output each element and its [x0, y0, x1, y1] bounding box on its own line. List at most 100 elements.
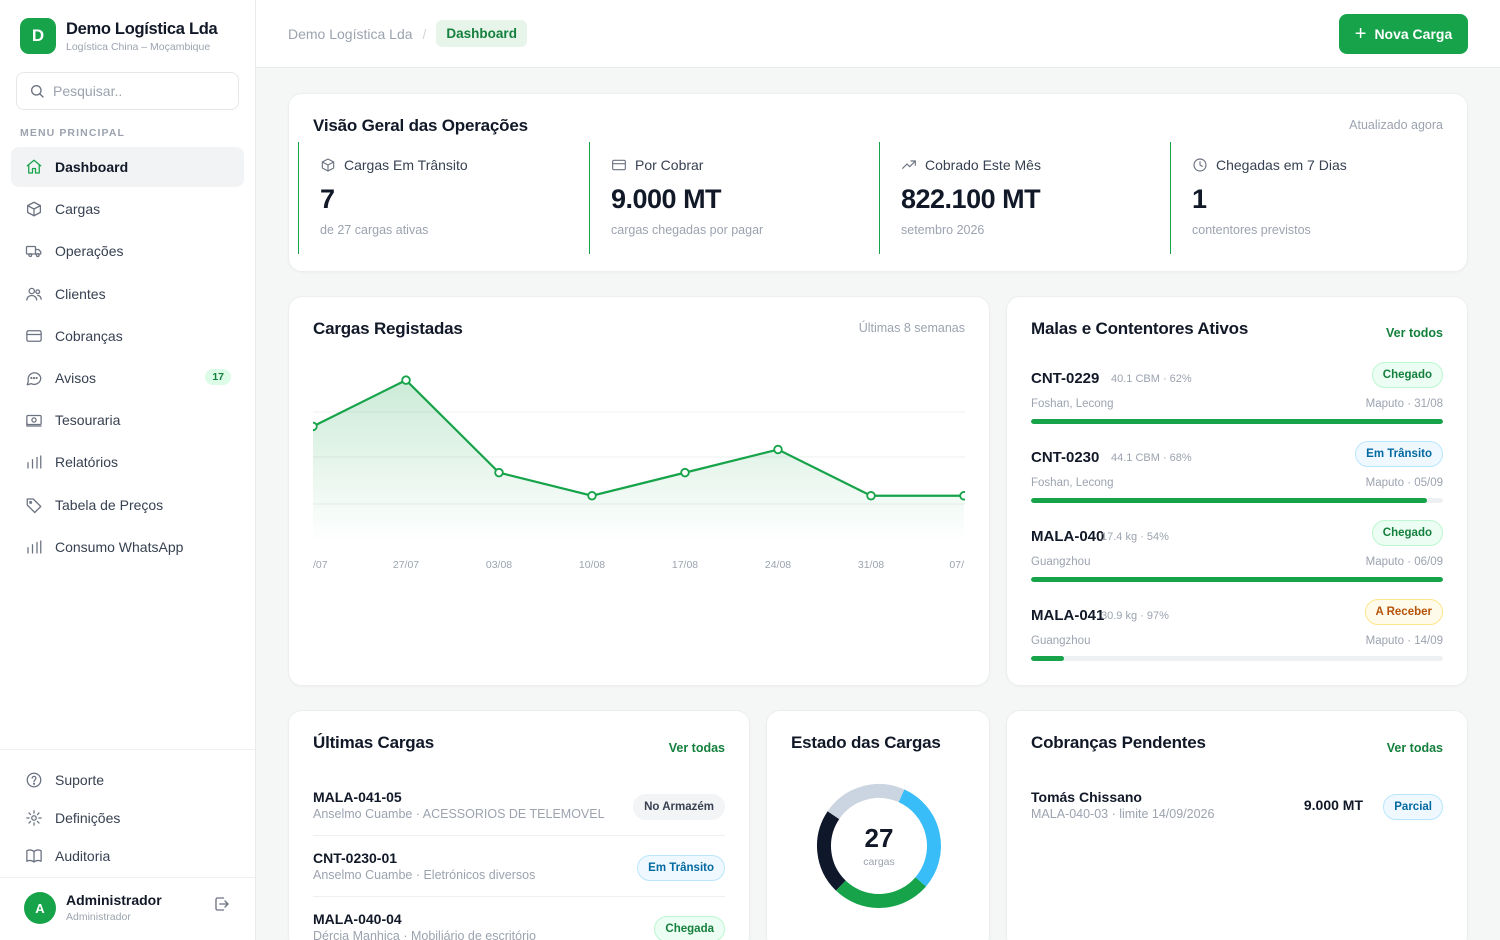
sidebar-item-label: Avisos: [55, 369, 96, 386]
sidebar-item-cargas[interactable]: Cargas: [11, 189, 244, 229]
sidebar-item-cobran-as[interactable]: Cobranças: [11, 316, 244, 356]
cargo-details: Dércia Manhiça · Mobiliário de escritóri…: [313, 929, 536, 940]
status-badge: Chegada: [654, 916, 725, 940]
container-destination: Maputo · 14/09: [1365, 635, 1443, 647]
pending-title: Cobranças Pendentes: [1031, 733, 1206, 752]
data-point[interactable]: [866, 491, 876, 501]
logout-icon[interactable]: [213, 895, 231, 918]
stat-label: Por Cobrar: [611, 157, 703, 173]
new-cargo-button[interactable]: + Nova Carga: [1339, 14, 1468, 54]
latest-view-all-link[interactable]: Ver todas: [668, 741, 725, 755]
progress-bar: [1031, 656, 1443, 661]
registered-period: Últimas 8 semanas: [858, 321, 965, 335]
status-badge: Chegado: [1371, 520, 1443, 546]
cargo-details: Anselmo Cuambe · Eletrónicos diversos: [313, 868, 536, 882]
progress-bar: [1031, 577, 1443, 582]
pending-view-all-link[interactable]: Ver todas: [1386, 741, 1443, 755]
sidebar-item-label: Definições: [55, 810, 121, 826]
container-destination: Maputo · 06/09: [1365, 556, 1443, 568]
sidebar-item-opera-es[interactable]: Operações: [11, 231, 244, 271]
status-total-label: cargas: [863, 856, 895, 868]
banknote-icon: [25, 411, 43, 429]
progress-bar: [1031, 419, 1443, 424]
x-tick-label: 03/08: [486, 559, 512, 571]
container-destination: Maputo · 31/08: [1365, 398, 1443, 410]
containers-view-all-link[interactable]: Ver todos: [1386, 326, 1443, 340]
container-item[interactable]: MALA-041 30.9 kg · 97% A Receber Guangzhou M…: [1031, 599, 1443, 667]
container-id: CNT-0229: [1031, 370, 1100, 387]
charge-details: MALA-040-03 · limite 14/09/2026: [1031, 807, 1215, 821]
avatar[interactable]: A: [24, 892, 56, 924]
sidebar: D Demo Logística Lda Logística China – M…: [0, 0, 256, 940]
status-badge: No Armazém: [633, 794, 725, 820]
data-point[interactable]: [587, 491, 597, 501]
container-item[interactable]: CNT-0230 44.1 CBM · 68% Em Trânsito Foshan,…: [1031, 441, 1443, 509]
registered-cargo-card: Cargas Registadas Últimas 8 semanas /07 2…: [288, 296, 990, 686]
stat-label-text: Chegadas em 7 Dias: [1216, 157, 1347, 173]
sidebar-item-avisos[interactable]: Avisos 17: [11, 358, 244, 398]
donut-slice[interactable]: [835, 877, 926, 908]
donut-slice[interactable]: [817, 811, 846, 891]
status-badge: Parcial: [1383, 794, 1443, 820]
registered-cargo-chart: /07 27/07 03/08 10/08 17/08 24/08 31/08 07/: [313, 375, 965, 571]
search-input[interactable]: [53, 83, 223, 99]
breadcrumb-root[interactable]: Demo Logística Lda: [288, 25, 413, 42]
table-row[interactable]: MALA-040-04 Dércia Manhiça · Mobiliário d…: [313, 911, 725, 940]
brand-subtitle: Logística China – Moçambique: [66, 40, 211, 53]
cargo-id: MALA-041-05: [313, 789, 402, 805]
search-box[interactable]: [16, 72, 239, 110]
data-point[interactable]: [680, 467, 690, 478]
brand-name: Demo Logística Lda: [66, 19, 218, 38]
user-name: Administrador: [66, 892, 162, 908]
row-divider: [313, 896, 725, 897]
sidebar-item-label: Auditoria: [55, 848, 111, 864]
x-tick-label: 10/08: [579, 559, 605, 571]
stat-label: Chegadas em 7 Dias: [1192, 157, 1347, 173]
x-tick-label: /07: [313, 559, 328, 571]
menu-section-label: MENU PRINCIPAL: [20, 127, 126, 139]
cargo-status-donut: [817, 784, 941, 908]
list-item[interactable]: Tomás Chissano MALA-040-03 · limite 14/09…: [1031, 789, 1443, 833]
sidebar-item-label: Tabela de Preços: [55, 496, 164, 513]
status-badge: Chegado: [1371, 362, 1443, 388]
table-row[interactable]: MALA-041-05 Anselmo Cuambe · ACESSORIOS D…: [313, 789, 725, 833]
status-badge: Em Trânsito: [637, 855, 725, 881]
x-tick-label: 17/08: [672, 559, 698, 571]
latest-cargo-card: Últimas Cargas Ver todas MALA-041-05 Anse…: [288, 710, 750, 940]
bar-chart-icon: [25, 538, 43, 556]
progress-bar: [1031, 498, 1443, 503]
sidebar-item-defini-es[interactable]: Definições: [11, 798, 244, 838]
sidebar-item-suporte[interactable]: Suporte: [11, 760, 244, 800]
sidebar-item-dashboard[interactable]: Dashboard: [11, 147, 244, 187]
data-point[interactable]: [959, 491, 965, 501]
sidebar-item-relat-rios[interactable]: Relatórios: [11, 442, 244, 482]
sidebar-item-clientes[interactable]: Clientes: [11, 274, 244, 314]
container-id: MALA-041: [1031, 607, 1105, 624]
status-badge: A Receber: [1364, 599, 1443, 625]
data-point[interactable]: [313, 421, 318, 432]
data-point[interactable]: [773, 444, 783, 455]
donut-slice[interactable]: [898, 789, 941, 887]
series-line: [313, 378, 964, 497]
donut-slice[interactable]: [827, 784, 905, 820]
container-item[interactable]: CNT-0229 40.1 CBM · 62% Chegado Foshan, Lec…: [1031, 362, 1443, 430]
stat-tile: Cargas Em Trânsito 7 de 27 cargas ativas: [298, 142, 588, 254]
sidebar-item-auditoria[interactable]: Auditoria: [11, 836, 244, 876]
book-icon: [25, 847, 43, 865]
sidebar-item-consumo-whatsapp[interactable]: Consumo WhatsApp: [11, 527, 244, 567]
sidebar-item-tesouraria[interactable]: Tesouraria: [11, 400, 244, 440]
container-capacity: 17.4 kg · 54%: [1101, 531, 1169, 543]
sidebar-item-tabela-de-pre-os[interactable]: Tabela de Preços: [11, 485, 244, 525]
container-item[interactable]: MALA-040 17.4 kg · 54% Chegado Guangzhou Map…: [1031, 520, 1443, 588]
tag-icon: [25, 496, 43, 514]
users-icon: [25, 285, 43, 303]
container-id: MALA-040: [1031, 528, 1105, 545]
stat-tile: Chegadas em 7 Dias 1 contentores previstos: [1170, 142, 1460, 254]
data-point[interactable]: [494, 467, 504, 478]
containers-title: Malas e Contentores Ativos: [1031, 319, 1249, 338]
truck-icon: [25, 242, 43, 260]
brand[interactable]: D Demo Logística Lda Logística China – M…: [20, 18, 218, 54]
overview-title: Visão Geral das Operações: [313, 116, 528, 135]
table-row[interactable]: CNT-0230-01 Anselmo Cuambe · Eletrónicos …: [313, 850, 725, 894]
data-point[interactable]: [401, 375, 411, 385]
